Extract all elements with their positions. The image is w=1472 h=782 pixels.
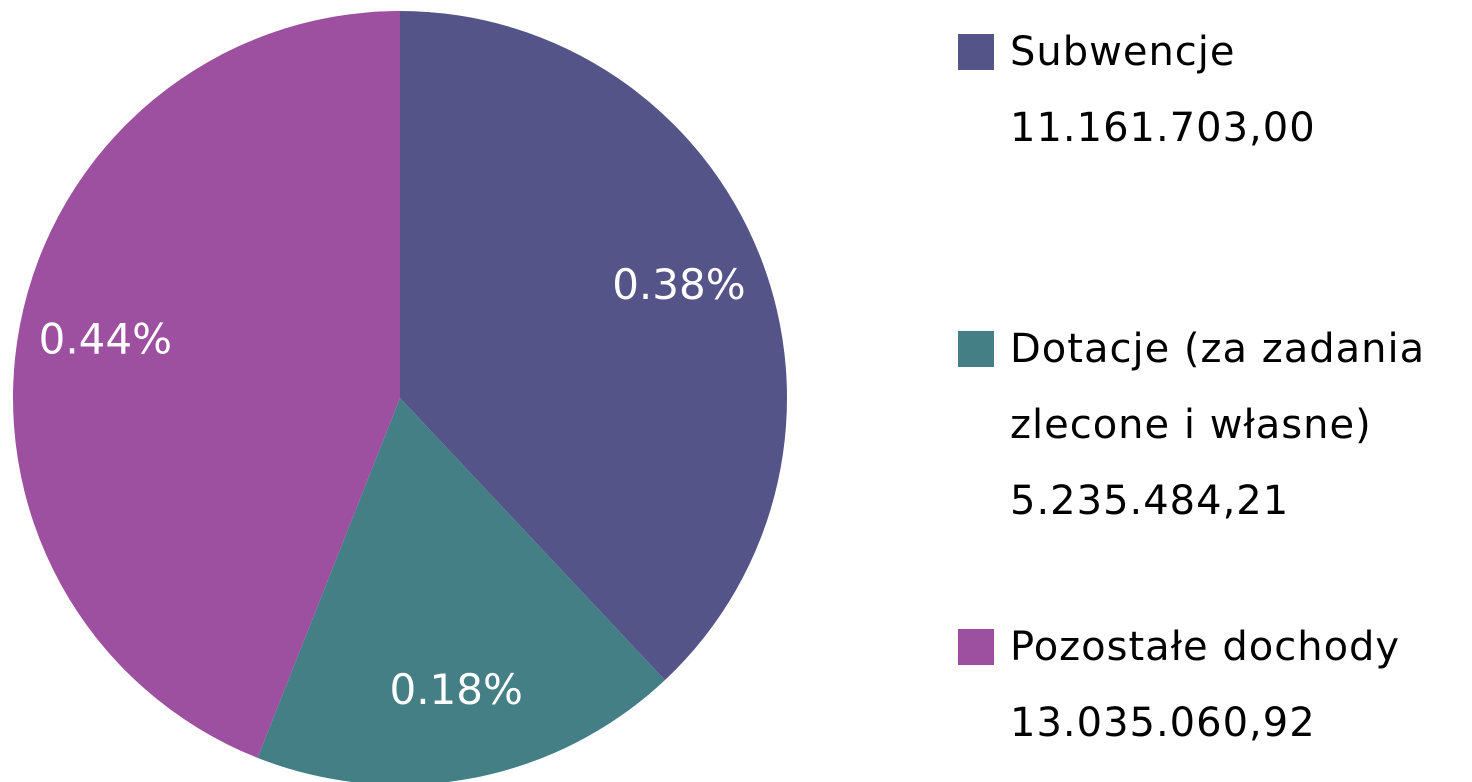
legend-amount: 11.161.703,00: [1010, 105, 1316, 151]
legend-label: Pozostałe dochody: [1010, 624, 1401, 670]
pie-slice: [13, 11, 401, 758]
slice-label: 0.38%: [612, 260, 745, 309]
legend-swatch: [958, 629, 994, 665]
slice-label: 0.18%: [389, 665, 522, 714]
legend-entry: Pozostałe dochody 13.035.060,92: [958, 609, 1468, 761]
legend-text: Dotacje (za zadania zlecone i własne) 5.2…: [1010, 311, 1468, 539]
legend-text: Subwencje 11.161.703,00: [1010, 14, 1468, 166]
pie-chart: 0.38% 0.18% 0.44%: [13, 11, 787, 782]
legend-swatch: [958, 34, 994, 70]
legend-text: Pozostałe dochody 13.035.060,92: [1010, 609, 1468, 761]
legend-entry: Dotacje (za zadania zlecone i własne) 5.2…: [958, 311, 1468, 539]
legend-amount: 5.235.484,21: [1010, 478, 1290, 524]
legend-entry: Subwencje 11.161.703,00: [958, 14, 1468, 166]
legend-amount: 13.035.060,92: [1010, 700, 1316, 746]
legend-label: Dotacje (za zadania zlecone i własne): [1010, 326, 1426, 448]
legend-swatch: [958, 331, 994, 367]
slice-label: 0.44%: [39, 314, 172, 363]
pie-slice: [400, 11, 787, 681]
legend-label: Subwencje: [1010, 29, 1236, 75]
legend: Subwencje 11.161.703,00 Dotacje (za zadani…: [958, 0, 1468, 782]
pie-slice: [257, 398, 665, 782]
